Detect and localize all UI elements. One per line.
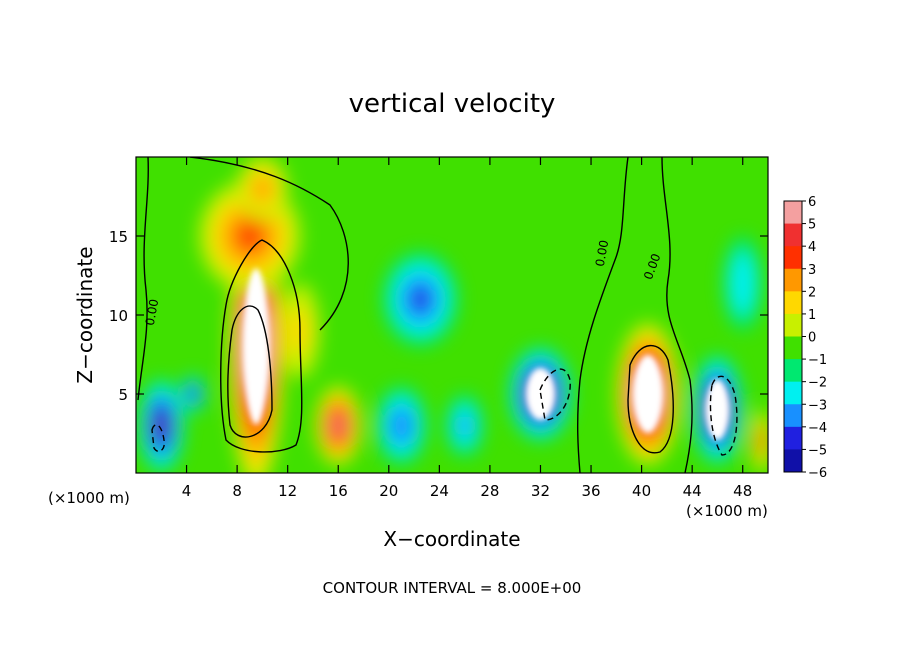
velocity-blob-updraft — [759, 433, 765, 450]
contour-interval-text: CONTOUR INTERVAL = 8.000E+00 — [323, 579, 582, 597]
contour-zero-right — [576, 157, 629, 473]
velocity-blob-downdraft — [458, 415, 471, 437]
contour-lines — [137, 157, 738, 473]
contour-zero-right-2 — [661, 157, 693, 473]
x-unit-left: (×1000 m) — [48, 489, 130, 507]
colorbar-swatch — [784, 404, 802, 428]
plot-area: 0.00 0.00 0.00 4 8 12 16 20 24 28 32 36 40 44 48 51… — [109, 156, 769, 500]
colorbar-swatch — [784, 201, 802, 225]
colorbar-label: 0 — [808, 331, 816, 346]
contour-label: 0.00 — [593, 239, 611, 268]
velocity-blob-downdraft — [157, 417, 166, 434]
colorbar-swatch — [784, 291, 802, 315]
x-tick-label: 48 — [733, 482, 752, 500]
velocity-blob-updraft-upper — [253, 178, 271, 200]
colorbar-label: −2 — [808, 376, 827, 391]
contour-zero-left — [137, 157, 149, 401]
x-tick-label: 44 — [683, 482, 702, 500]
x-tick-label: 12 — [278, 482, 297, 500]
x-tick-label: 36 — [581, 482, 600, 500]
chart-title: vertical velocity — [349, 89, 556, 119]
colorbar-swatch — [784, 268, 802, 292]
colorbar-label: −3 — [808, 398, 827, 413]
colorbar-swatch — [784, 223, 802, 247]
y-tick-label: 5 — [118, 386, 128, 404]
contour-updraft-inner — [227, 305, 273, 438]
x-tick-label: 4 — [182, 482, 192, 500]
contour-label: 0.00 — [143, 298, 161, 327]
x-axis-ticks: 4 8 12 16 20 24 28 32 36 40 44 48 — [182, 157, 752, 500]
contour-downdraft-left — [151, 424, 166, 452]
x-tick-label: 16 — [329, 482, 348, 500]
colorbar-label: −1 — [808, 353, 827, 368]
velocity-blob-updraft — [334, 419, 343, 433]
velocity-core-updraft — [633, 354, 663, 434]
colorbar: 6 5 4 3 2 1 0 −1 −2 −3 −4 −5 −6 — [783, 195, 827, 481]
y-tick-label: 15 — [109, 228, 128, 246]
x-tick-label: 8 — [232, 482, 242, 500]
colorbar-label: 4 — [808, 240, 816, 255]
colorbar-label: 5 — [808, 218, 816, 233]
velocity-blob-updraft-top — [237, 222, 263, 250]
y-axis-ticks: 5 10 15 — [109, 228, 768, 404]
y-axis-label: Z−coordinate — [73, 246, 97, 383]
colorbar-label: −5 — [808, 443, 827, 458]
velocity-blob-downdraft — [190, 390, 196, 398]
x-tick-label: 32 — [531, 482, 550, 500]
x-unit-right: (×1000 m) — [686, 502, 768, 520]
colorbar-label: −4 — [808, 421, 827, 436]
y-tick-label: 10 — [109, 307, 128, 325]
colorbar-swatch — [784, 381, 802, 405]
x-tick-label: 24 — [430, 482, 449, 500]
colorbar-swatch — [784, 313, 802, 337]
contour-downdraft-dashed-2 — [709, 375, 738, 456]
colorbar-label: −6 — [808, 466, 827, 481]
colorbar-label: 3 — [808, 263, 816, 278]
velocity-core-updraft — [243, 268, 269, 425]
x-tick-label: 20 — [379, 482, 398, 500]
colorbar-label: 1 — [808, 308, 816, 323]
velocity-blob-downdraft-upper — [736, 267, 750, 300]
velocity-core-downdraft — [706, 379, 729, 441]
colorbar-swatch — [784, 449, 802, 473]
colorbar-swatch — [784, 246, 802, 270]
contour-zero-updraft — [220, 239, 303, 453]
colorbar-swatch — [784, 359, 802, 383]
velocity-blob-downdraft — [395, 415, 408, 436]
x-axis-label: X−coordinate — [383, 527, 520, 551]
colorbar-label: 6 — [808, 195, 816, 210]
contour-zero-upper — [189, 157, 349, 331]
contour-updraft-right-inner — [627, 344, 674, 454]
colorbar-swatch — [784, 336, 802, 360]
x-tick-label: 28 — [480, 482, 499, 500]
velocity-blob-downdraft-upper — [410, 287, 430, 312]
x-tick-label: 40 — [632, 482, 651, 500]
colorbar-label: 2 — [808, 285, 816, 300]
colorbar-swatch — [784, 426, 802, 450]
